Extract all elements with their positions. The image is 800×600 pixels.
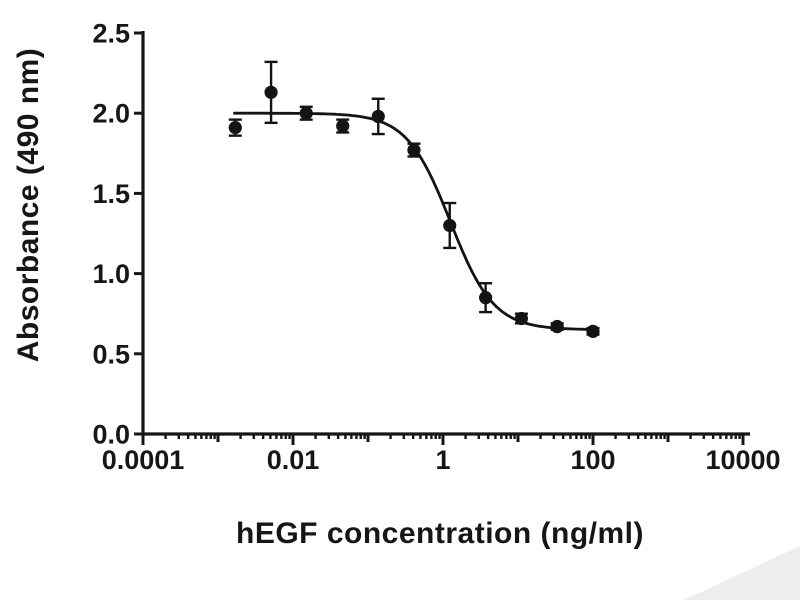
data-point bbox=[371, 109, 385, 124]
data-point bbox=[299, 106, 313, 120]
data-point bbox=[550, 319, 564, 334]
data-point bbox=[407, 143, 421, 157]
y-axis-title: Absorbance (490 nm) bbox=[12, 48, 45, 363]
x-tick-label: 0.01 bbox=[267, 445, 320, 475]
data-point bbox=[514, 311, 528, 326]
plot-area: 0.0001 0.01 1 100 10000 0.0 0.5 1.0 1.5 2.0 2.5 bbox=[92, 19, 780, 476]
data-point bbox=[443, 218, 457, 233]
data-point bbox=[479, 291, 493, 305]
y-tick-label: 1.0 bbox=[92, 259, 130, 289]
y-tick-label: 2.5 bbox=[92, 19, 130, 49]
data-point bbox=[264, 85, 278, 99]
y-tick-label: 0.0 bbox=[92, 420, 130, 450]
x-tick-label: 100 bbox=[570, 445, 615, 475]
x-tick-label: 10000 bbox=[705, 445, 780, 475]
watermark-corner bbox=[684, 546, 800, 600]
y-tick-label: 0.5 bbox=[92, 339, 130, 369]
x-tick-label: 1 bbox=[435, 445, 450, 475]
data-point bbox=[586, 324, 600, 338]
x-tick-label: 0.0001 bbox=[102, 445, 185, 475]
y-tick-label: 2.0 bbox=[92, 99, 130, 129]
data-point bbox=[228, 121, 242, 135]
y-tick-label: 1.5 bbox=[92, 179, 130, 209]
data-point bbox=[336, 119, 350, 133]
axis-spines bbox=[141, 31, 750, 436]
x-axis-title: hEGF concentration (ng/ml) bbox=[236, 517, 644, 550]
